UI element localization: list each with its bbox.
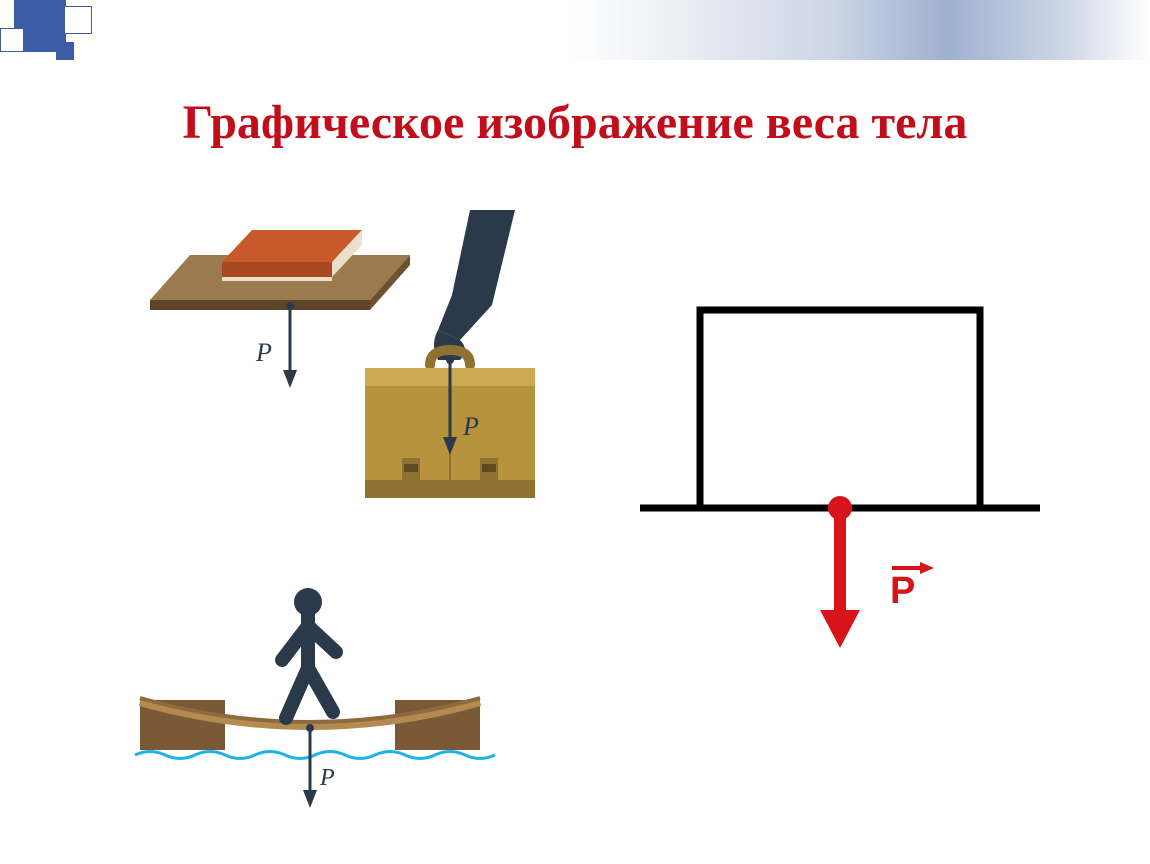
- diagram-stage: P P: [0, 160, 1150, 864]
- corner-decoration: [0, 0, 120, 80]
- label-p-vector: P: [890, 570, 915, 612]
- label-p-bridge: P: [320, 765, 335, 792]
- label-p-book: P: [256, 338, 272, 368]
- page-title: Графическое изображение веса тела: [0, 95, 1150, 150]
- header-gradient: [570, 0, 1150, 60]
- label-p-briefcase: P: [463, 412, 479, 442]
- label-p-vector-wrap: P: [890, 558, 934, 610]
- figure-arm-briefcase: [320, 210, 580, 540]
- figure-person-bridge: [120, 550, 500, 830]
- figure-schematic: [620, 280, 1060, 700]
